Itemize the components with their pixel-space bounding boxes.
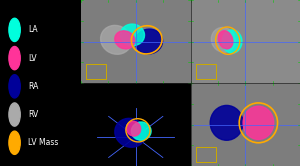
Circle shape [9, 75, 20, 98]
Circle shape [9, 131, 20, 154]
Text: RA: RA [28, 82, 39, 91]
Ellipse shape [115, 31, 135, 49]
Text: LV: LV [28, 54, 37, 63]
Ellipse shape [131, 122, 151, 140]
Bar [196, 64, 216, 79]
Ellipse shape [115, 118, 146, 147]
Circle shape [9, 18, 20, 42]
Text: LV Mass: LV Mass [28, 138, 59, 147]
Ellipse shape [211, 27, 236, 52]
Text: RV: RV [28, 110, 39, 119]
Ellipse shape [210, 105, 243, 140]
Bar [196, 147, 216, 162]
Text: LA: LA [28, 25, 38, 34]
Ellipse shape [218, 31, 233, 49]
Bar [86, 64, 106, 79]
Ellipse shape [120, 24, 145, 46]
Ellipse shape [135, 29, 163, 54]
Circle shape [9, 46, 20, 70]
Ellipse shape [243, 106, 274, 139]
Ellipse shape [100, 25, 131, 54]
Ellipse shape [126, 121, 141, 136]
Ellipse shape [222, 30, 242, 53]
Circle shape [9, 103, 20, 126]
